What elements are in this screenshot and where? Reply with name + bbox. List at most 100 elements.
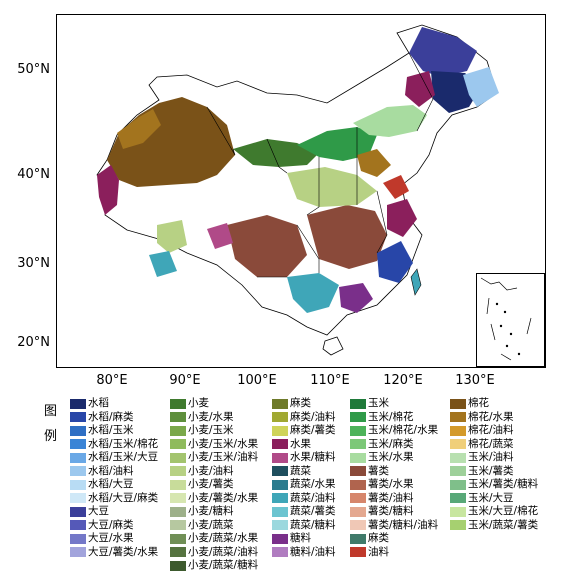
region-cotton-water-xinjiang <box>117 109 161 149</box>
legend-label: 油料 <box>368 545 389 558</box>
legend-label: 水稻/油料 <box>88 464 134 477</box>
legend-swatch <box>350 466 366 477</box>
legend-item: 玉米/水果 <box>350 451 438 465</box>
legend-label: 大豆 <box>88 505 109 518</box>
region-rice-soy-northeast <box>463 67 499 107</box>
legend-label: 麻类 <box>290 397 311 410</box>
region-oil-southeast <box>383 175 409 199</box>
legend-item: 玉米/棉花 <box>350 411 438 425</box>
legend-label: 小麦/蔬菜 <box>188 518 234 531</box>
region-sugar-south <box>339 283 373 313</box>
inset-coast <box>480 277 518 291</box>
legend-title-tu: 图 <box>44 404 58 419</box>
region-wheat-central <box>287 167 377 207</box>
legend-label: 小麦/薯类 <box>188 478 234 491</box>
legend-swatch <box>272 398 288 409</box>
legend-label: 玉米/薯类/糖料 <box>468 478 539 491</box>
legend-label: 玉米/棉花 <box>368 410 414 423</box>
legend-swatch <box>70 547 86 558</box>
legend-item: 水果/糖料 <box>272 451 336 465</box>
legend-label: 薯类/水果 <box>368 478 414 491</box>
legend-swatch <box>70 533 86 544</box>
legend-swatch <box>170 506 186 517</box>
legend-item: 小麦/玉米/油料 <box>170 451 258 465</box>
legend-swatch <box>70 412 86 423</box>
legend-label: 水稻/玉米/棉花 <box>88 437 159 450</box>
legend-swatch <box>272 533 288 544</box>
legend-item: 麻类 <box>350 532 438 546</box>
legend-swatch <box>272 412 288 423</box>
legend-swatch <box>70 398 86 409</box>
map-frame <box>56 14 546 368</box>
legend-swatch <box>70 520 86 531</box>
legend-swatch <box>170 466 186 477</box>
legend-item: 小麦/蔬菜/油料 <box>170 546 258 560</box>
lat-label-20n: 20°N <box>17 335 50 350</box>
legend-label: 棉花/蔬菜 <box>468 437 514 450</box>
legend-item: 小麦/薯类 <box>170 478 258 492</box>
legend-label: 玉米/油料 <box>468 451 514 464</box>
legend-label: 水果/糖料 <box>290 451 336 464</box>
legend-item: 小麦/蔬菜/水果 <box>170 532 258 546</box>
province-boundaries <box>206 52 434 278</box>
legend-label: 麻类 <box>368 532 389 545</box>
legend-item: 小麦/玉米/水果 <box>170 438 258 452</box>
legend-swatch <box>272 439 288 450</box>
legend-swatch <box>170 452 186 463</box>
legend-label: 小麦/油料 <box>188 464 234 477</box>
legend-swatch <box>272 452 288 463</box>
legend-swatch <box>450 479 466 490</box>
legend-label: 小麦/蔬菜/油料 <box>188 545 259 558</box>
legend-swatch <box>450 506 466 517</box>
legend-item: 糖料 <box>272 532 336 546</box>
inset-island <box>509 332 513 336</box>
region-veg-west <box>149 251 177 277</box>
legend-label: 蔬菜/水果 <box>290 478 336 491</box>
legend-item: 水稻/油料 <box>70 465 158 479</box>
legend-swatch <box>450 398 466 409</box>
region-wheat-north <box>233 139 319 167</box>
legend-swatch <box>450 425 466 436</box>
legend-label: 水稻/玉米/大豆 <box>88 451 159 464</box>
legend-item: 蔬菜/水果 <box>272 478 336 492</box>
legend-swatch <box>350 412 366 423</box>
lon-label-80e: 80°E <box>96 373 128 388</box>
legend-swatch <box>272 493 288 504</box>
legend-swatch <box>70 506 86 517</box>
legend-item: 麻类/油料 <box>272 411 336 425</box>
legend-swatch <box>272 520 288 531</box>
legend-item: 大豆/水果 <box>70 532 158 546</box>
legend-item: 水稻/玉米 <box>70 424 158 438</box>
region-rice-southeast <box>377 241 413 283</box>
legend-item: 玉米/油料 <box>450 451 538 465</box>
region-corn-light-north <box>353 105 427 137</box>
legend-label: 玉米/蔬菜/薯类 <box>468 518 539 531</box>
legend-label: 玉米/大豆 <box>468 491 514 504</box>
region-soy-northeast <box>409 27 477 77</box>
region-wheat-light-west <box>157 220 187 253</box>
legend-label: 薯类/糖料/油料 <box>368 518 439 531</box>
legend-label: 薯类 <box>368 464 389 477</box>
legend-label: 棉花 <box>468 397 489 410</box>
legend-item: 棉花 <box>450 397 538 411</box>
legend-label: 玉米/麻类 <box>368 437 414 450</box>
inset-island <box>505 344 509 348</box>
legend-label: 小麦/玉米/水果 <box>188 437 259 450</box>
legend-column-wheat: 小麦 小麦/水果 小麦/玉米 小麦/玉米/水果 小麦/玉米/油料 小麦/油料 小麦/薯类 小麦… <box>170 397 258 573</box>
legend-swatch <box>350 533 366 544</box>
legend-swatch <box>350 493 366 504</box>
legend-swatch <box>70 493 86 504</box>
boundary-line <box>266 138 288 174</box>
legend-title-li: 例 <box>44 429 58 444</box>
lon-label-120e: 120°E <box>383 373 423 388</box>
legend-column-misc: 麻类 麻类/油料 麻类/薯类 水果 水果/糖料 蔬菜 蔬菜/水果 蔬菜/油料 蔬菜/薯类 蔬菜/糖… <box>272 397 336 559</box>
boundary-line <box>206 106 236 156</box>
legend-label: 薯类/油料 <box>368 491 414 504</box>
legend-item: 麻类 <box>272 397 336 411</box>
boundary-line <box>408 52 434 132</box>
legend-item: 大豆/薯类/水果 <box>70 546 158 560</box>
legend-label: 大豆/水果 <box>88 532 134 545</box>
legend-swatch <box>70 479 86 490</box>
legend-swatch <box>272 425 288 436</box>
legend-label: 小麦 <box>188 397 209 410</box>
